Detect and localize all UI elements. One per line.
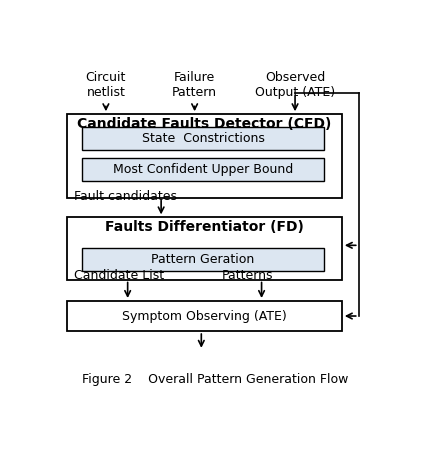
Bar xyxy=(67,217,342,280)
Bar xyxy=(83,127,324,150)
Text: State  Constrictions: State Constrictions xyxy=(142,132,264,145)
Text: Failure
Pattern: Failure Pattern xyxy=(172,72,217,99)
Text: Fault candidates: Fault candidates xyxy=(74,190,177,203)
Text: Patterns: Patterns xyxy=(221,269,273,282)
Text: Circuit
netlist: Circuit netlist xyxy=(86,72,126,99)
Text: Symptom Observing (ATE): Symptom Observing (ATE) xyxy=(122,310,287,322)
Bar xyxy=(83,158,324,181)
Text: Pattern Geration: Pattern Geration xyxy=(151,253,254,266)
Text: Most Confident Upper Bound: Most Confident Upper Bound xyxy=(113,163,293,176)
Text: Observed
Output (ATE): Observed Output (ATE) xyxy=(255,72,335,99)
Bar xyxy=(83,248,324,271)
Bar xyxy=(67,114,342,198)
Text: Candidate Faults Detector (CFD): Candidate Faults Detector (CFD) xyxy=(77,117,332,131)
Bar xyxy=(67,301,342,331)
Text: Faults Differentiator (FD): Faults Differentiator (FD) xyxy=(105,220,304,234)
Text: Figure 2    Overall Pattern Generation Flow: Figure 2 Overall Pattern Generation Flow xyxy=(82,373,348,386)
Text: Candidate List: Candidate List xyxy=(74,269,164,282)
